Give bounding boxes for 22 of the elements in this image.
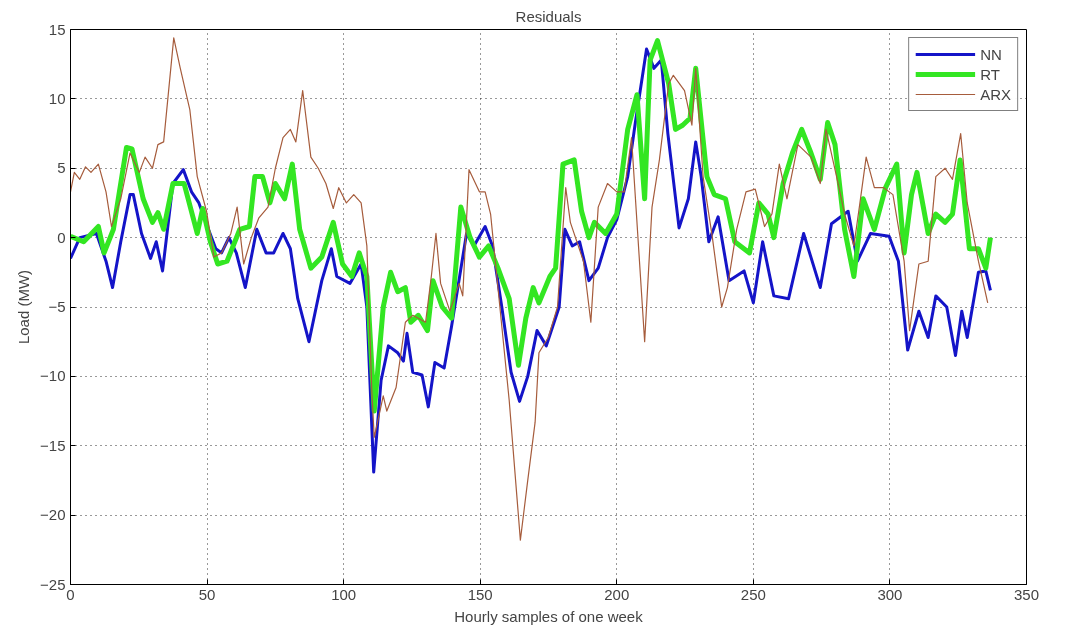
y-tick-label: 15 bbox=[48, 20, 66, 38]
legend-label: NN bbox=[980, 45, 1002, 63]
y-tick-label: 5 bbox=[57, 159, 66, 177]
x-tick-label: 350 bbox=[1013, 585, 1040, 603]
x-tick-label: 250 bbox=[740, 585, 766, 603]
y-tick-label: 0 bbox=[57, 228, 66, 246]
y-axis-title: Load (MW) bbox=[15, 269, 33, 345]
y-tick-label: −10 bbox=[40, 367, 66, 385]
y-tick-label: −15 bbox=[40, 436, 66, 454]
x-tick-label: 150 bbox=[467, 585, 493, 603]
chart-title: Residuals bbox=[515, 7, 582, 25]
x-axis-title: Hourly samples of one week bbox=[454, 607, 644, 625]
x-tick-label: 100 bbox=[331, 585, 357, 603]
y-tick-label: −20 bbox=[40, 506, 66, 524]
x-tick-label: 200 bbox=[604, 585, 630, 603]
y-tick-label: −5 bbox=[48, 298, 66, 315]
legend-label: RT bbox=[980, 65, 1001, 83]
x-tick-label: 50 bbox=[198, 585, 216, 603]
y-tick-label: −25 bbox=[40, 575, 66, 593]
legend-label: ARX bbox=[980, 85, 1011, 103]
x-tick-label: 300 bbox=[877, 585, 903, 603]
y-tick-label: 10 bbox=[48, 89, 66, 107]
